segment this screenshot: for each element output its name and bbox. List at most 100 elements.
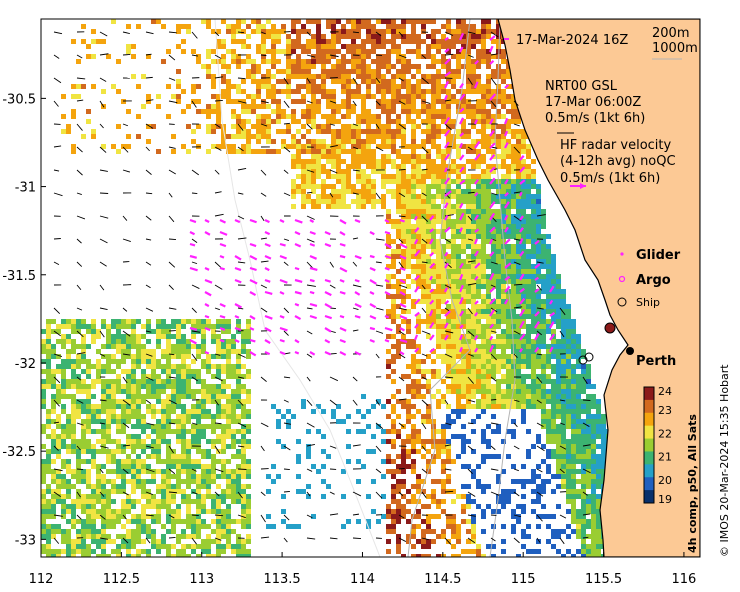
sst-pixel	[406, 449, 411, 454]
sst-pixel	[436, 429, 441, 434]
sst-pixel	[421, 369, 426, 374]
sst-pixel	[411, 264, 416, 269]
sst-pixel	[281, 49, 286, 54]
sst-pixel	[446, 479, 451, 484]
sst-pixel	[151, 404, 156, 409]
sst-pixel	[221, 409, 226, 414]
sst-pixel	[581, 399, 586, 404]
sst-pixel	[416, 484, 421, 489]
sst-pixel	[396, 234, 401, 239]
sst-pixel	[86, 404, 91, 409]
sst-pixel	[416, 369, 421, 374]
sst-pixel	[181, 479, 186, 484]
sst-pixel	[511, 279, 516, 284]
sst-pixel	[506, 324, 511, 329]
sst-pixel	[116, 349, 121, 354]
sst-pixel	[346, 109, 351, 114]
sst-pixel	[576, 494, 581, 499]
sst-pixel	[306, 429, 311, 434]
sst-pixel	[266, 134, 271, 139]
sst-pixel	[416, 509, 421, 514]
sst-pixel	[116, 419, 121, 424]
sst-pixel	[111, 354, 116, 359]
sst-pixel	[461, 374, 466, 379]
sst-pixel	[406, 189, 411, 194]
sst-pixel	[531, 344, 536, 349]
sst-pixel	[371, 134, 376, 139]
sst-pixel	[386, 414, 391, 419]
sst-pixel	[441, 424, 446, 429]
sst-pixel	[571, 499, 576, 504]
sst-pixel	[456, 154, 461, 159]
sst-pixel	[421, 519, 426, 524]
sst-pixel	[286, 144, 291, 149]
sst-pixel	[361, 94, 366, 99]
sst-pixel	[291, 154, 296, 159]
sst-pixel	[456, 64, 461, 69]
sst-pixel	[291, 144, 296, 149]
sst-pixel	[221, 349, 226, 354]
sst-pixel	[566, 329, 571, 334]
sst-pixel	[106, 519, 111, 524]
sst-pixel	[416, 174, 421, 179]
sst-pixel	[496, 264, 501, 269]
sst-pixel	[231, 419, 236, 424]
sst-pixel	[431, 244, 436, 249]
sst-pixel	[166, 494, 171, 499]
sst-pixel	[361, 194, 366, 199]
sst-pixel	[526, 364, 531, 369]
sst-pixel	[511, 399, 516, 404]
sst-pixel	[521, 359, 526, 364]
sst-pixel	[431, 479, 436, 484]
sst-pixel	[586, 479, 591, 484]
sst-pixel	[316, 99, 321, 104]
sst-pixel	[141, 529, 146, 534]
sst-pixel	[436, 59, 441, 64]
sst-pixel	[426, 189, 431, 194]
sst-pixel	[441, 464, 446, 469]
sst-pixel	[126, 419, 131, 424]
sst-pixel	[546, 359, 551, 364]
sst-pixel	[386, 374, 391, 379]
sst-pixel	[481, 389, 486, 394]
sst-pixel	[246, 414, 251, 419]
sst-pixel	[546, 434, 551, 439]
sst-pixel	[491, 244, 496, 249]
sst-pixel	[511, 379, 516, 384]
sst-pixel	[476, 159, 481, 164]
sst-pixel	[516, 284, 521, 289]
sst-pixel	[536, 349, 541, 354]
sst-pixel	[441, 104, 446, 109]
sst-pixel	[386, 49, 391, 54]
sst-pixel	[206, 104, 211, 109]
sst-pixel	[71, 149, 76, 154]
sst-pixel	[406, 34, 411, 39]
sst-pixel	[496, 219, 501, 224]
sst-pixel	[411, 94, 416, 99]
sst-pixel	[236, 39, 241, 44]
sst-pixel	[521, 299, 526, 304]
sst-pixel	[171, 489, 176, 494]
sst-pixel	[516, 254, 521, 259]
sst-pixel	[461, 214, 466, 219]
sst-pixel	[411, 484, 416, 489]
sst-pixel	[431, 314, 436, 319]
sst-pixel	[276, 79, 281, 84]
sst-pixel	[561, 309, 566, 314]
sst-pixel	[396, 199, 401, 204]
sst-pixel	[566, 499, 571, 504]
sst-pixel	[586, 369, 591, 374]
sst-pixel	[191, 319, 196, 324]
sst-pixel	[386, 359, 391, 364]
sst-pixel	[296, 189, 301, 194]
sst-pixel	[136, 404, 141, 409]
sst-pixel	[311, 199, 316, 204]
sst-pixel	[601, 419, 606, 424]
sst-pixel	[546, 264, 551, 269]
sst-pixel	[426, 239, 431, 244]
sst-pixel	[531, 254, 536, 259]
sst-pixel	[386, 504, 391, 509]
sst-pixel	[271, 59, 276, 64]
sst-pixel	[116, 149, 121, 154]
sst-pixel	[476, 329, 481, 334]
